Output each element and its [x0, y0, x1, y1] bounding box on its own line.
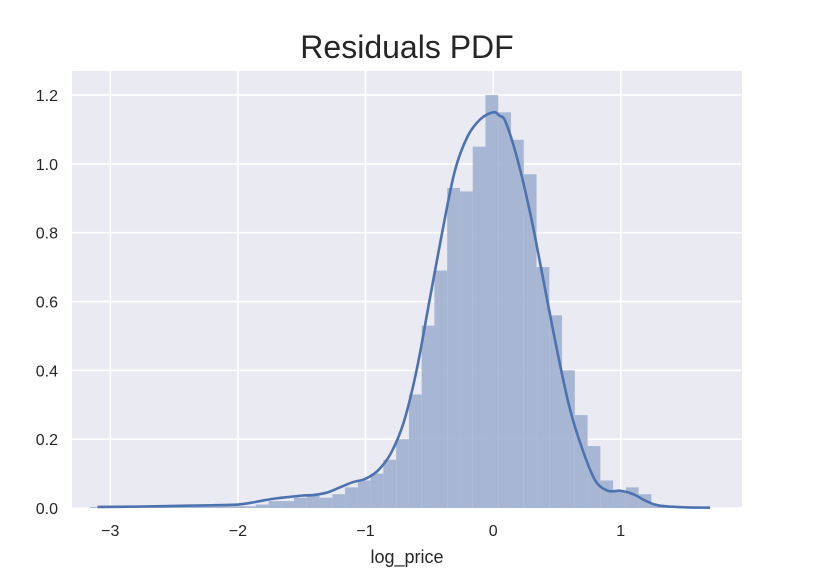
x-tick-label-4: 1 [616, 523, 625, 540]
y-tick-label-0: 0.0 [36, 501, 58, 518]
histogram-bar-28 [447, 187, 460, 508]
histogram-bar-12 [243, 506, 256, 508]
histogram-bar-10 [217, 506, 231, 508]
histogram-bar-41 [613, 490, 626, 508]
histogram-bar-21 [357, 480, 371, 508]
histogram-bar-19 [332, 494, 346, 508]
histogram-bar-24 [396, 439, 409, 508]
histogram-bar-27 [434, 270, 448, 508]
histogram-bar-33 [511, 139, 524, 508]
kde-curve-group [97, 110, 711, 509]
histogram-bar-29 [459, 191, 473, 508]
histogram-bar-17 [306, 494, 320, 508]
histogram-bar-35 [536, 267, 550, 508]
y-axis-ticks: 0.0 0.2 0.4 0.6 0.8 1.0 1.2 [36, 88, 58, 518]
histogram-bar-23 [383, 459, 397, 508]
histogram-bar-26 [421, 325, 435, 508]
x-tick-label-3: 0 [489, 523, 498, 540]
y-tick-label-4: 0.8 [36, 226, 58, 243]
histogram-bar-13 [255, 504, 269, 508]
histogram-bar-30 [472, 146, 486, 508]
kde-line [97, 110, 711, 509]
histogram-bar-20 [345, 487, 358, 508]
histogram-bar-34 [523, 174, 537, 509]
chart-title: Residuals PDF [300, 29, 513, 65]
histogram-bar-22 [370, 473, 384, 508]
histogram-bar-31 [485, 95, 499, 509]
grid-lines [72, 71, 742, 509]
histogram-bar-9 [204, 506, 218, 508]
histogram-bar-0 [89, 506, 103, 508]
histogram-bar-40 [600, 480, 614, 508]
y-tick-label-2: 0.4 [36, 363, 58, 380]
x-axis-label: log_price [370, 547, 443, 568]
x-axis-ticks: −3 −2 −1 0 1 [101, 523, 625, 540]
histogram-bar-42 [625, 487, 639, 508]
y-tick-label-1: 0.2 [36, 432, 58, 449]
histogram-bar-14 [268, 501, 282, 508]
x-tick-label-1: −2 [229, 523, 247, 540]
histogram-bar-32 [498, 112, 512, 509]
histogram-bars [89, 95, 703, 509]
y-tick-label-5: 1.0 [36, 157, 58, 174]
histogram-bar-16 [294, 497, 307, 508]
y-tick-label-6: 1.2 [36, 88, 58, 105]
histogram-bar-18 [319, 497, 333, 508]
histogram-bar-7 [179, 506, 192, 508]
y-tick-label-3: 0.6 [36, 295, 58, 312]
x-tick-label-2: −1 [356, 523, 374, 540]
plot-area [72, 71, 742, 508]
histogram-bar-11 [230, 506, 244, 508]
histogram-bar-25 [408, 394, 422, 508]
x-tick-label-0: −3 [101, 523, 119, 540]
histogram-bar-37 [562, 370, 575, 508]
histogram-bar-15 [281, 501, 295, 508]
